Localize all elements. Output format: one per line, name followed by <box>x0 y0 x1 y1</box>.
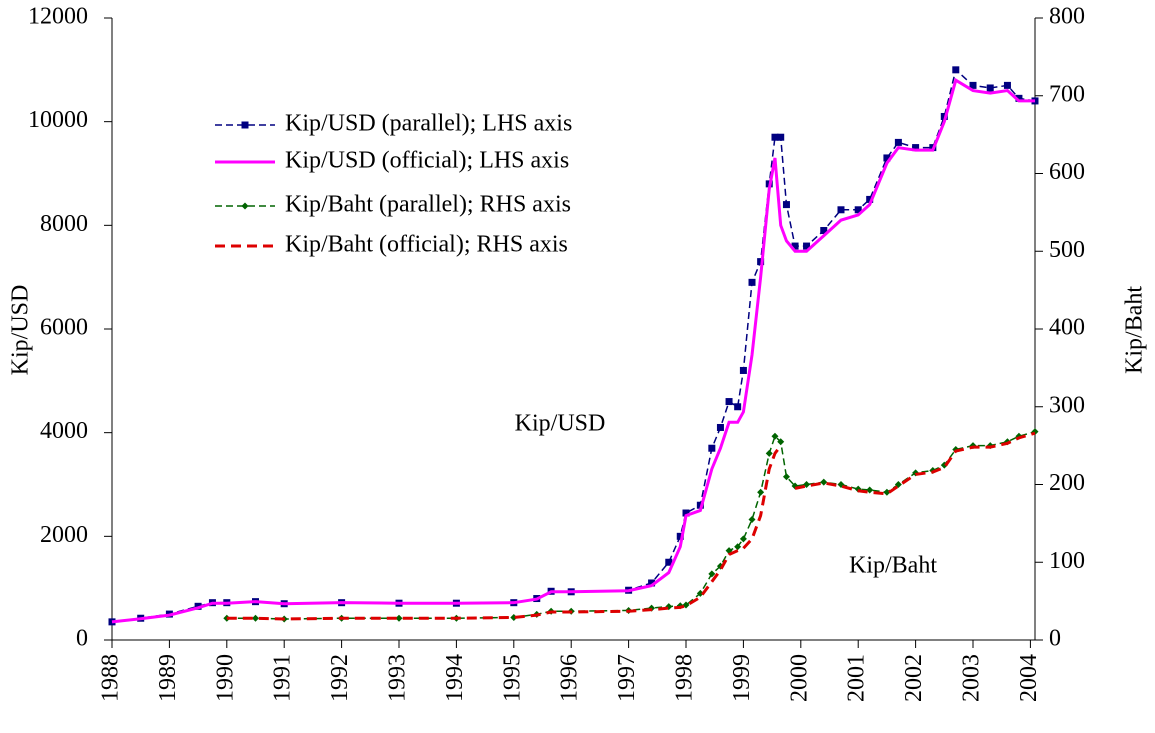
data-point <box>866 195 874 203</box>
x-tick-label: 1990 <box>212 654 238 702</box>
data-point <box>803 242 811 250</box>
data-point <box>696 589 704 597</box>
x-tick-label: 1991 <box>270 654 296 702</box>
data-point <box>771 432 779 440</box>
data-point <box>912 144 920 152</box>
legend-label: Kip/Baht (official); RHS axis <box>285 232 568 258</box>
data-point <box>1015 94 1023 102</box>
y2-axis-title: Kip/Baht <box>1122 286 1148 374</box>
data-point <box>771 133 779 141</box>
x-tick-label: 2002 <box>901 654 927 702</box>
y-tick-label: 6000 <box>40 315 88 341</box>
annotation: Kip/USD <box>515 411 606 437</box>
y-tick-label: 8000 <box>40 211 88 237</box>
data-point <box>883 488 891 496</box>
data-point <box>837 206 845 214</box>
data-point <box>820 478 828 486</box>
y2-tick-label: 800 <box>1049 4 1085 30</box>
data-point <box>854 206 862 214</box>
data-point <box>777 438 785 446</box>
y2-tick-label: 100 <box>1049 548 1085 574</box>
data-point <box>716 423 724 431</box>
y2-tick-label: 200 <box>1049 470 1085 496</box>
data-point <box>1003 81 1011 89</box>
data-point <box>725 398 733 406</box>
data-point <box>739 535 747 543</box>
x-tick-label: 1999 <box>729 654 755 702</box>
data-point <box>777 133 785 141</box>
x-tick-label: 1995 <box>499 654 525 702</box>
data-point <box>883 154 891 162</box>
series-line <box>111 68 1036 623</box>
data-point <box>676 532 684 540</box>
legend-marker <box>241 202 249 210</box>
data-point <box>866 486 874 494</box>
data-point <box>748 278 756 286</box>
y-tick-label: 4000 <box>40 418 88 444</box>
x-tick-label: 1988 <box>98 654 124 702</box>
data-point <box>791 242 799 250</box>
y2-tick-label: 600 <box>1049 159 1085 185</box>
data-point <box>782 473 790 481</box>
data-point <box>782 201 790 209</box>
data-point <box>395 614 403 622</box>
y-tick-label: 10000 <box>28 107 88 133</box>
x-tick-label: 1992 <box>327 654 353 702</box>
data-point <box>734 403 742 411</box>
x-tick-label: 1998 <box>672 654 698 702</box>
x-tick-label: 2001 <box>844 654 870 702</box>
data-point <box>682 509 690 517</box>
data-point <box>986 84 994 92</box>
data-point <box>739 366 747 374</box>
data-point <box>708 570 716 578</box>
data-point <box>708 444 716 452</box>
legend-label: Kip/USD (parallel); LHS axis <box>285 111 572 137</box>
series-line <box>111 77 1035 624</box>
x-tick-label: 2000 <box>786 654 812 702</box>
x-tick-label: 2004 <box>1016 654 1042 702</box>
y2-tick-label: 700 <box>1049 81 1085 107</box>
data-point <box>734 543 742 551</box>
series-line <box>226 444 782 621</box>
data-point <box>682 601 690 609</box>
data-point <box>969 81 977 89</box>
y2-tick-label: 300 <box>1049 392 1085 418</box>
y-axis-title: Kip/USD <box>8 285 34 376</box>
y2-tick-label: 400 <box>1049 315 1085 341</box>
x-tick-label: 1994 <box>442 654 468 702</box>
data-point <box>757 258 765 266</box>
y-tick-label: 0 <box>76 626 88 652</box>
data-point <box>757 488 765 496</box>
data-point <box>648 579 656 587</box>
x-tick-label: 1997 <box>614 654 640 702</box>
y-tick-label: 12000 <box>28 4 88 30</box>
data-point <box>894 138 902 146</box>
legend-marker <box>241 121 249 129</box>
data-point <box>952 66 960 74</box>
data-point <box>765 449 773 457</box>
data-point <box>252 614 260 622</box>
data-point <box>510 613 518 621</box>
y-tick-label: 2000 <box>40 522 88 548</box>
legend-label: Kip/Baht (parallel); RHS axis <box>285 192 571 218</box>
x-tick-label: 1996 <box>557 654 583 702</box>
x-tick-label: 1993 <box>385 654 411 702</box>
y2-tick-label: 0 <box>1049 626 1061 652</box>
annotation: Kip/Baht <box>849 553 937 579</box>
data-point <box>665 558 673 566</box>
legend-label: Kip/USD (official); LHS axis <box>285 148 569 174</box>
y2-tick-label: 500 <box>1049 237 1085 263</box>
data-point <box>748 515 756 523</box>
x-tick-label: 1989 <box>155 654 181 702</box>
data-point <box>820 227 828 235</box>
series-line <box>794 431 1036 496</box>
x-tick-label: 2003 <box>959 654 985 702</box>
